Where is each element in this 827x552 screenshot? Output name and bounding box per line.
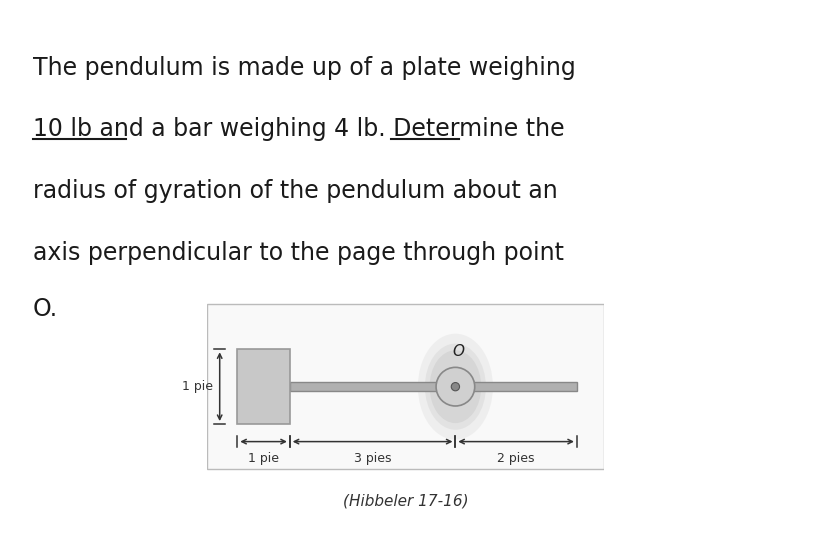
Ellipse shape (424, 343, 485, 429)
Ellipse shape (418, 333, 492, 439)
Text: 1 pie: 1 pie (182, 380, 213, 393)
Text: O: O (452, 344, 464, 359)
Text: axis perpendicular to the page through point: axis perpendicular to the page through p… (33, 241, 563, 265)
Bar (207, 304, 604, 469)
Text: 3 pies: 3 pies (353, 452, 391, 465)
Bar (237, 349, 289, 424)
Text: 10 lb and a bar weighing 4 lb. Determine the: 10 lb and a bar weighing 4 lb. Determine… (33, 118, 564, 141)
Text: 1 pie: 1 pie (248, 452, 279, 465)
Circle shape (451, 383, 459, 391)
Text: O.: O. (33, 297, 58, 321)
Circle shape (436, 368, 474, 406)
Text: radius of gyration of the pendulum about an: radius of gyration of the pendulum about… (33, 179, 557, 203)
Ellipse shape (429, 350, 480, 423)
Text: (Hibbeler 17-16): (Hibbeler 17-16) (342, 493, 468, 509)
Text: The pendulum is made up of a plate weighing: The pendulum is made up of a plate weigh… (33, 56, 575, 79)
Bar (289, 382, 576, 391)
Text: 2 pies: 2 pies (497, 452, 534, 465)
